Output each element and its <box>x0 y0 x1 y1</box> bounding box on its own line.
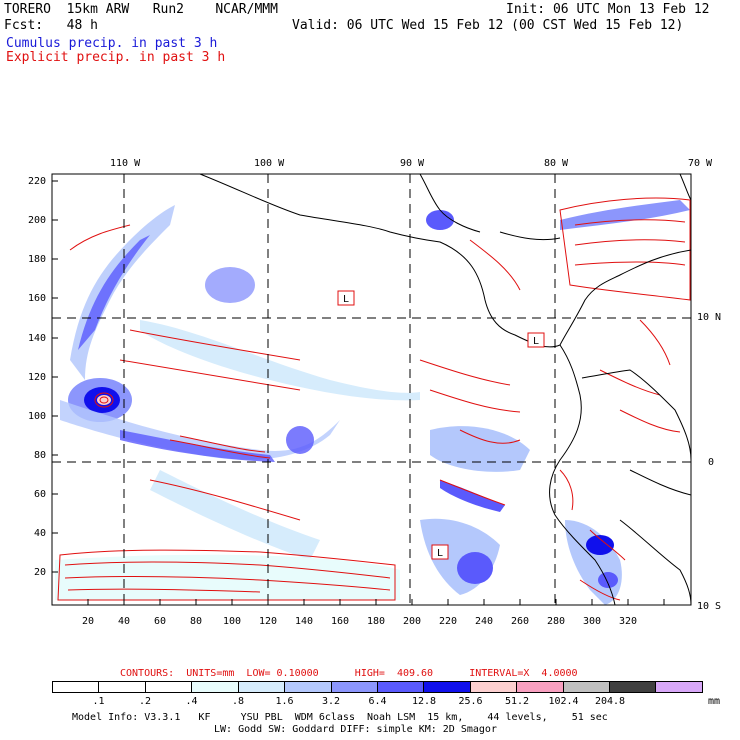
x-tick-label: 220 <box>439 616 458 627</box>
colorbar-label: 51.2 <box>504 696 530 707</box>
colorbar-label: 102.4 <box>548 696 579 707</box>
precip-colorbar <box>52 681 703 693</box>
cumulus-legend: Cumulus precip. in past 3 h <box>6 36 218 51</box>
colorbar-swatch <box>377 682 425 692</box>
y-tick-label: 220 <box>28 176 47 187</box>
x-tick-label: 280 <box>547 616 566 627</box>
x-tick-label: 20 <box>82 616 95 627</box>
lat-label-0: 0 <box>708 457 715 468</box>
lat-label-10n: 10 N <box>697 312 722 323</box>
y-tick-label: 40 <box>34 528 47 539</box>
y-tick-label: 160 <box>28 293 47 304</box>
x-tick-label: 40 <box>118 616 131 627</box>
y-tick-label: 200 <box>28 215 47 226</box>
cumulus-precip-layer <box>55 200 690 605</box>
low-label-3: L <box>437 548 443 559</box>
model-title: TORERO 15km ARW Run2 NCAR/MMM <box>4 2 278 17</box>
map-field <box>52 174 691 605</box>
colorbar-swatch <box>285 682 332 692</box>
x-tick-label: 240 <box>475 616 494 627</box>
colorbar-label: 3.2 <box>321 696 341 707</box>
lat-label-10s: 10 S <box>697 601 722 612</box>
colorbar-swatch <box>192 682 239 692</box>
colorbar-swatch <box>238 682 286 692</box>
y-tick-label: 20 <box>34 567 47 578</box>
valid-time: Valid: 06 UTC Wed 15 Feb 12 (00 CST Wed … <box>292 18 684 33</box>
x-tick-label: 260 <box>511 616 530 627</box>
x-tick-label: 80 <box>190 616 203 627</box>
x-tick-label: 160 <box>331 616 350 627</box>
y-tick-label: 140 <box>28 333 47 344</box>
y-tick-label: 180 <box>28 254 47 265</box>
lon-label-90w: 90 W <box>400 158 425 169</box>
colorbar-swatch <box>610 682 657 692</box>
colorbar-label: 1.6 <box>275 696 294 707</box>
colorbar-swatch <box>517 682 564 692</box>
contours-info: CONTOURS: UNITS=mm LOW= 0.10000 HIGH= 40… <box>120 668 578 679</box>
physics-info: LW: Godd SW: Goddard DIFF: simple KM: 2D… <box>214 724 497 735</box>
x-tick-label: 180 <box>367 616 386 627</box>
x-tick-label: 100 <box>223 616 242 627</box>
x-tick-label: 300 <box>583 616 602 627</box>
colorbar-label: .8 <box>231 696 245 707</box>
colorbar-label: 25.6 <box>458 696 483 707</box>
colorbar-swatch <box>656 682 702 692</box>
forecast-hour: Fcst: 48 h <box>4 18 98 33</box>
colorbar-swatch <box>563 682 611 692</box>
x-tick-label: 200 <box>403 616 422 627</box>
colorbar-label: 6.4 <box>368 696 387 707</box>
lon-label-80w: 80 W <box>544 158 569 169</box>
colorbar-swatch <box>53 682 100 692</box>
colorbar-unit: mm <box>708 696 721 707</box>
x-tick-label: 60 <box>154 616 167 627</box>
colorbar-swatch <box>99 682 146 692</box>
lon-label-100w: 100 W <box>254 158 285 169</box>
x-tick-label: 320 <box>619 616 638 627</box>
x-tick-label: 140 <box>295 616 314 627</box>
low-label-1: L <box>343 294 349 305</box>
explicit-legend: Explicit precip. in past 3 h <box>6 50 226 65</box>
colorbar-labels: .1 .2 .4 .8 1.6 3.2 6.4 12.8 25.6 51.2 102.4 204.8 <box>52 696 703 707</box>
coastline <box>199 174 691 605</box>
colorbar-label: 12.8 <box>411 696 437 707</box>
lon-label-70w: 70 W <box>688 158 713 169</box>
colorbar-swatch <box>145 682 193 692</box>
model-info: Model Info: V3.3.1 KF YSU PBL WDM 6class… <box>72 712 608 723</box>
y-tick-label: 60 <box>34 489 47 500</box>
y-tick-label: 100 <box>28 411 47 422</box>
colorbar-swatch <box>470 682 518 692</box>
colorbar-label: .4 <box>185 696 198 707</box>
low-label-2: L <box>533 336 539 347</box>
lat-lon-grid <box>52 174 691 605</box>
map-frame <box>51 173 692 606</box>
colorbar-swatch <box>331 682 378 692</box>
x-tick-label: 120 <box>259 616 278 627</box>
lon-label-110w: 110 W <box>110 158 141 169</box>
colorbar-label: .1 <box>92 696 105 707</box>
axis-ticks <box>52 180 665 605</box>
colorbar-swatch <box>424 682 471 692</box>
explicit-precip-layer <box>57 197 691 601</box>
colorbar-label: .2 <box>138 696 152 707</box>
y-tick-label: 80 <box>34 450 47 461</box>
colorbar-label: 204.8 <box>594 696 626 707</box>
low-pressure-markers: L L L <box>337 290 545 560</box>
init-time: Init: 06 UTC Mon 13 Feb 12 <box>506 2 710 17</box>
y-tick-label: 120 <box>28 372 47 383</box>
